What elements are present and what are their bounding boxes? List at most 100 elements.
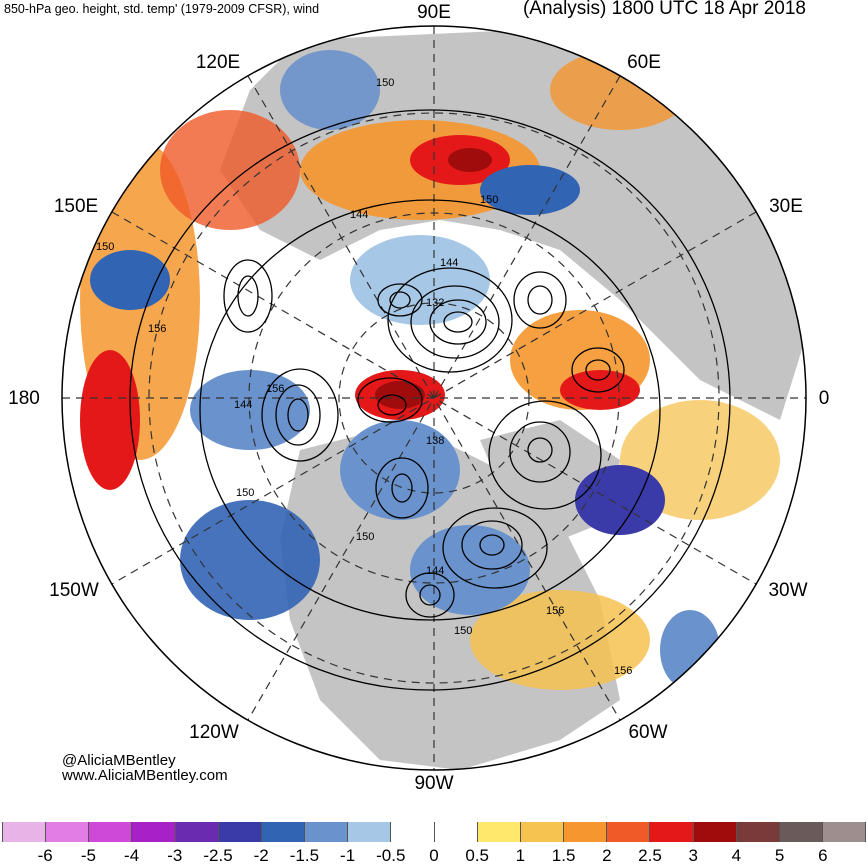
warm-anomaly-siberia-peak <box>448 148 492 172</box>
colorbar-tick-label: 2.5 <box>638 846 662 865</box>
warm-anomaly-east-asia <box>160 110 300 230</box>
cold-anomaly-canada <box>340 420 460 520</box>
colorbar-swatch <box>607 822 651 842</box>
left-title: 850-hPa geo. height, std. temp' (1979-20… <box>4 2 320 16</box>
longitude-label-120w: 120W <box>189 722 239 743</box>
contour-label: 144 <box>350 209 368 221</box>
warm-anomaly-pacific-core <box>80 350 140 490</box>
contour-high-canada <box>391 473 413 503</box>
longitude-label-150e: 150E <box>54 196 98 217</box>
colorbar-tick-label: 6 <box>818 846 828 865</box>
contour-label: 156 <box>614 665 632 677</box>
colorbar-tick-label: 3 <box>688 846 698 865</box>
colorbar-tick-label: -0.5 <box>376 846 406 865</box>
temperature-anomaly-shading <box>80 50 780 690</box>
warm-anomaly-arctic-core <box>375 381 425 409</box>
colorbar-tick-labels: -6 -5 -4 -3 -2.5 -2 -1.5 -1 -0.5 0 0.5 1 1.5 2 2.5 3 4 5 6 <box>0 846 868 865</box>
longitude-label-150w: 150W <box>49 580 99 601</box>
contour-label: 138 <box>426 435 444 447</box>
colorbar-tick-label: 5 <box>774 846 785 865</box>
colorbar-swatch <box>650 822 694 842</box>
map-border <box>61 25 807 771</box>
contour-label: 132 <box>426 297 444 309</box>
contour-low-siberia <box>389 291 411 309</box>
colorbar-tick-label: 0.5 <box>465 846 490 865</box>
contour-low-pole-4 <box>387 267 513 373</box>
contour-high-europe <box>527 285 553 315</box>
contour-low-scandinavia <box>585 359 611 381</box>
contour-label: 144 <box>234 399 252 411</box>
height-contours <box>129 109 731 691</box>
warm-anomaly-atlantic <box>470 590 650 690</box>
credit-handle: @AliciaMBentley <box>62 752 176 769</box>
colorbar-tick-label: -1 <box>340 846 356 865</box>
contour-label: 144 <box>440 257 458 269</box>
contour-high-bering <box>287 398 309 432</box>
contour-label: 150 <box>356 531 374 543</box>
colorbar-tick-label: -1.5 <box>289 846 320 865</box>
colorbar-swatch <box>46 822 90 842</box>
longitude-label-90e: 90E <box>417 2 451 23</box>
longitude-label-30e: 30E <box>769 196 803 217</box>
colorbar-swatch <box>305 822 349 842</box>
colorbar-swatch <box>2 822 47 842</box>
cold-anomaly-scandinavia <box>480 165 580 215</box>
contour-low-hudson-3 <box>442 507 548 589</box>
contour-label: 150 <box>236 487 254 499</box>
longitude-label-180: 180 <box>8 388 40 409</box>
colorbar-swatch <box>779 822 823 842</box>
contour-label: 150 <box>96 241 114 253</box>
cold-anomaly-west-china <box>280 50 380 130</box>
longitude-label-90w: 90W <box>414 773 453 794</box>
contour-hemispheric-outer <box>129 109 731 691</box>
contour-label: 156 <box>148 323 166 335</box>
contour-low-pole <box>443 311 473 333</box>
colorbar-tick-label: -4 <box>124 846 140 865</box>
warm-anomaly-europe-core <box>560 370 640 410</box>
contour-high-bering-2 <box>275 384 321 446</box>
colorbar-tick-label: -2 <box>253 846 269 865</box>
colorbar-tick-label: 1 <box>515 846 526 865</box>
contour-value-labels: 150 150 144 144 132 150 156 156 144 150 … <box>96 77 632 677</box>
contour-low-arctic <box>377 394 407 416</box>
colorbar-tick-label: -3 <box>167 846 183 865</box>
contour-high-europe-2 <box>513 271 567 329</box>
contour-label: 156 <box>266 383 284 395</box>
colorbar-tick-label: 2 <box>602 846 612 865</box>
colorbar-swatch <box>477 822 521 842</box>
contour-high-bering-3 <box>261 368 339 462</box>
contour-high-greenland-2 <box>509 421 571 483</box>
contour-label: 156 <box>546 605 564 617</box>
contour-high-canada-2 <box>375 457 429 519</box>
colorbar-swatch <box>693 822 737 842</box>
longitude-label-60e: 60E <box>627 52 661 73</box>
colorbar-swatch <box>132 822 176 842</box>
contour-low-labrador-2 <box>405 572 455 618</box>
colorbar-swatch <box>434 822 478 842</box>
contour-hemispheric <box>199 199 661 621</box>
warm-anomaly-north-europe <box>550 50 690 130</box>
cold-anomaly-greenland-sea <box>575 465 665 535</box>
map-body <box>62 26 806 770</box>
contour-low-hudson <box>479 534 505 556</box>
contour-low-pole-3 <box>410 285 500 359</box>
contour-high-greenland-3 <box>488 400 602 510</box>
cold-anomaly-siberia-north <box>350 235 490 325</box>
colorbar-tick-label: -5 <box>80 846 96 865</box>
contour-high-greenland <box>527 437 553 463</box>
contour-low-siberia-2 <box>377 283 423 317</box>
latitude-circle-30 <box>148 112 720 684</box>
meridian-30e-150w <box>111 211 757 585</box>
colorbar-swatch <box>564 822 608 842</box>
contour-low-scandinavia-2 <box>571 347 625 393</box>
temperature-anomaly-colorbar <box>2 822 867 842</box>
contour-label: 144 <box>426 565 444 577</box>
colorbar-swatch <box>218 822 262 842</box>
colorbar-tick-label: 4 <box>731 846 742 865</box>
contour-label: 150 <box>480 194 498 206</box>
colorbar-tick-label: 0 <box>429 846 439 865</box>
colorbar-swatch <box>391 822 435 842</box>
right-title: (Analysis) 1800 UTC 18 Apr 2018 <box>522 0 806 19</box>
credit-website: www.AliciaMBentley.com <box>62 767 228 784</box>
